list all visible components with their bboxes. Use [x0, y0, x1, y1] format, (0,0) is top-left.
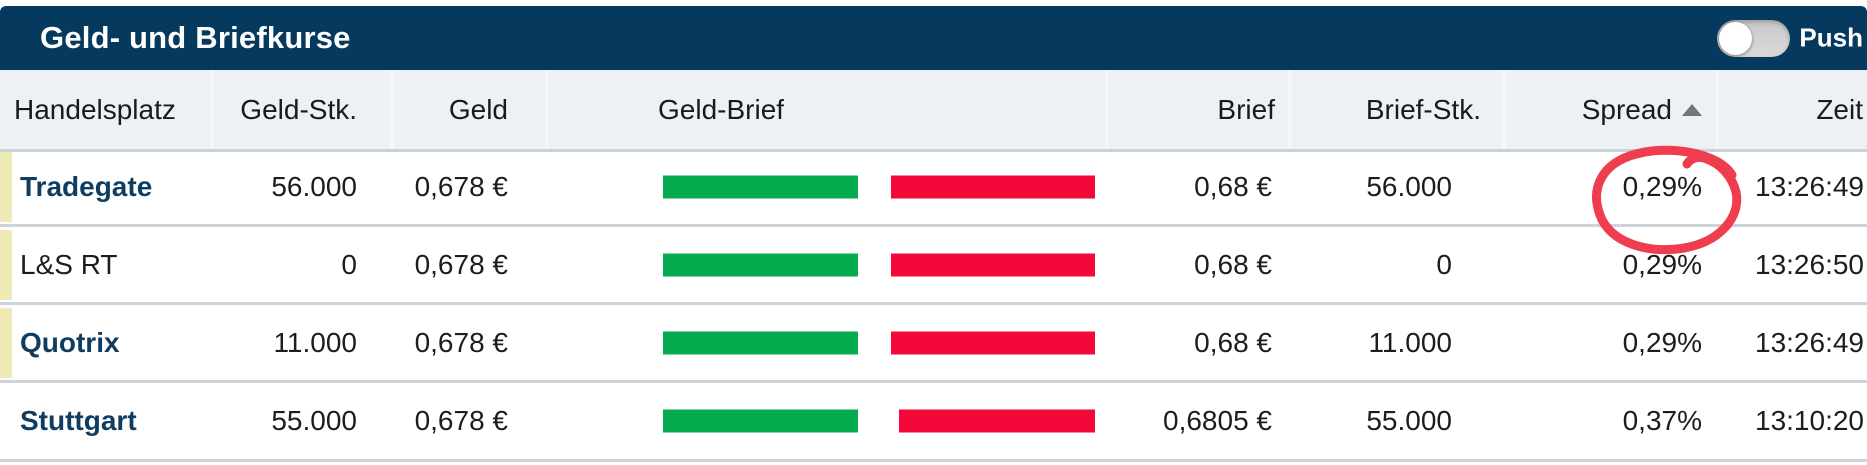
row-marker [0, 152, 12, 222]
geld-stk-value: 55.000 [271, 405, 357, 436]
brief-value: 0,68 € [1194, 249, 1272, 280]
table-header-row: Handelsplatz Geld-Stk. Geld Geld-Brief B… [0, 70, 1867, 152]
column-header-brief-stk[interactable]: Brief-Stk. [1365, 94, 1481, 125]
table-row-stuttgart: Stuttgart 55.000 0,678 € 0,6805 € 55.000… [0, 386, 1867, 456]
push-toggle-label: Push [1799, 22, 1863, 53]
column-separator [1502, 70, 1506, 149]
geld-value: 0,678 € [414, 249, 508, 280]
row-marker [0, 308, 12, 378]
geld-value: 0,678 € [414, 405, 508, 436]
handelsplatz-link[interactable]: Quotrix [20, 327, 120, 358]
bid-bar [663, 175, 858, 199]
ask-bar [891, 253, 1095, 277]
zeit-value: 13:26:50 [1755, 249, 1864, 280]
sort-ascending-icon [1682, 104, 1702, 116]
zeit-value: 13:26:49 [1755, 327, 1864, 358]
table-row-ls-rt: L&S RT 0 0,678 € 0,68 € 0 0,29% 13:26:50 [0, 230, 1867, 300]
brief-value: 0,68 € [1194, 171, 1272, 202]
column-separator [390, 70, 394, 149]
geld-stk-value: 11.000 [273, 327, 357, 358]
toggle-knob-icon [1719, 22, 1752, 55]
column-header-zeit[interactable]: Zeit [1816, 94, 1863, 125]
column-header-geld-stk[interactable]: Geld-Stk. [240, 94, 357, 125]
geld-stk-value: 56.000 [271, 171, 357, 202]
column-separator [1715, 70, 1719, 149]
brief-value: 0,6805 € [1163, 405, 1272, 436]
handelsplatz-link[interactable]: Stuttgart [20, 405, 137, 436]
geld-value: 0,678 € [414, 171, 508, 202]
row-separator [0, 302, 1867, 305]
bid-bar [663, 253, 858, 277]
ask-bar [891, 175, 1095, 199]
spread-value: 0,29% [1622, 171, 1702, 202]
panel-header: Geld- und Briefkurse Push [0, 6, 1867, 70]
bid-bar [663, 409, 858, 433]
geld-stk-value: 0 [341, 249, 357, 280]
column-separator [210, 70, 214, 149]
panel-title: Geld- und Briefkurse [40, 20, 351, 55]
ask-bar [899, 409, 1095, 433]
row-separator [0, 224, 1867, 227]
spread-header-label: Spread [1581, 94, 1672, 125]
column-header-geld-brief[interactable]: Geld-Brief [658, 94, 785, 125]
brief-stk-value: 0 [1436, 249, 1452, 280]
column-header-spread[interactable]: Spread [1582, 70, 1702, 149]
column-separator [1288, 70, 1292, 149]
row-separator [0, 459, 1867, 462]
table-row-quotrix: Quotrix 11.000 0,678 € 0,68 € 11.000 0,2… [0, 308, 1867, 378]
column-separator [545, 70, 549, 149]
brief-stk-value: 11.000 [1368, 327, 1452, 358]
table-row-tradegate: Tradegate 56.000 0,678 € 0,68 € 56.000 0… [0, 152, 1867, 222]
row-marker [0, 230, 12, 300]
zeit-value: 13:10:20 [1755, 405, 1864, 436]
column-header-geld[interactable]: Geld [448, 94, 508, 125]
column-header-handelsplatz[interactable]: Handelsplatz [14, 94, 176, 125]
column-header-brief[interactable]: Brief [1217, 94, 1275, 125]
brief-stk-value: 56.000 [1366, 171, 1452, 202]
push-toggle[interactable] [1717, 20, 1790, 57]
brief-value: 0,68 € [1194, 327, 1272, 358]
spread-value: 0,29% [1622, 327, 1702, 358]
spread-value: 0,29% [1622, 249, 1702, 280]
row-separator [0, 380, 1867, 383]
bid-bar [663, 331, 858, 355]
zeit-value: 13:26:49 [1755, 171, 1864, 202]
handelsplatz-link[interactable]: Tradegate [20, 171, 153, 202]
spread-value: 0,37% [1622, 405, 1702, 436]
brief-stk-value: 55.000 [1366, 405, 1452, 436]
handelsplatz-label: L&S RT [20, 249, 118, 280]
geld-value: 0,678 € [414, 327, 508, 358]
ask-bar [891, 331, 1095, 355]
column-separator [1105, 70, 1109, 149]
